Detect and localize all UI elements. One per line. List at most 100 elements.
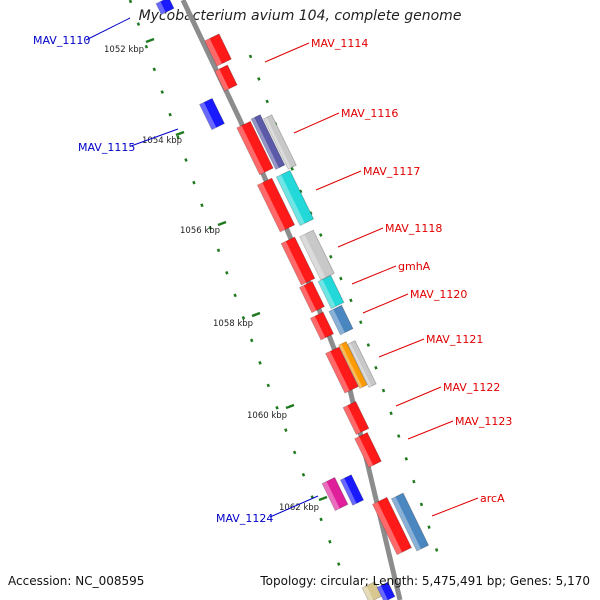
ruler-tick [285,403,295,410]
gene-block-arca[interactable] [372,496,412,556]
gene-block-arca-highlight [372,501,403,555]
gene-block-bottom-tan[interactable] [361,581,383,600]
gene-label-mav-1123[interactable]: MAV_1123 [455,415,512,428]
leader-line-arca [431,497,479,517]
leader-line-mav-1118 [337,227,384,248]
gene-label-mav-1124[interactable]: MAV_1124 [216,512,273,525]
gene-block-mav-1115[interactable] [199,97,225,131]
gene-block-mav-1120-steel-body [328,304,354,336]
gene-label-arca[interactable]: arcA [480,492,505,505]
gene-block-mav-1118-grey-body [299,229,335,281]
gene-block-mav-1116-grey-body [263,114,297,170]
gene-block-mav-1116-domain-highlight [251,117,279,170]
gene-block-mav-1118-grey[interactable] [299,229,335,281]
gene-block-mav-1121-grey-body [347,340,377,388]
gene-block-gmha-cyan-highlight [318,279,336,309]
ruler-tick [175,130,185,137]
gene-block-mav-1124-blue-highlight [340,478,357,506]
gene-block-mav-1117-cyan-body [275,169,315,227]
gene-block-top-minus[interactable] [155,0,175,15]
leader-line-mav-1122 [395,386,442,407]
gene-block-mav-1116-grey[interactable] [263,114,297,170]
gene-block-mav-1116-highlight [236,125,265,175]
gene-block-mav-1116[interactable] [236,120,274,176]
leader-line-mav-1114 [264,42,310,63]
gene-block-mav-1124-highlight [322,481,340,511]
gene-block-mav-1116-body [236,120,274,176]
genome-title: Mycobacterium avium 104, complete genome [138,8,462,24]
gene-block-mav-1122[interactable] [342,400,370,436]
gene-block-mav-1114b-highlight [214,69,229,91]
gene-block-mav-1121-orange-body [338,341,368,389]
ruler-label: 1052 kbp [104,45,144,55]
gene-block-mav-1117[interactable] [256,177,296,233]
gene-label-mav-1116[interactable]: MAV_1116 [341,107,398,120]
gene-block-mav-1121[interactable] [325,346,359,394]
gene-label-mav-1115[interactable]: MAV_1115 [78,141,135,154]
gene-block-mav-1114b-body [214,64,238,92]
ruler-tick [145,37,155,44]
gene-block-mav-1118[interactable] [280,236,316,286]
ruler-label: 1058 kbp [213,319,253,329]
gene-block-mav-1120-highlight [310,316,326,340]
gene-block-mav-1121-orange[interactable] [338,341,368,389]
gene-label-mav-1122[interactable]: MAV_1122 [443,381,500,394]
genome-summary: Topology: circular; Length: 5,475,491 bp… [260,574,590,588]
gene-block-mav-1124-body [321,476,349,512]
gene-label-mav-1121[interactable]: MAV_1121 [426,333,483,346]
gene-block-mav-1116-domain[interactable] [250,114,286,170]
gene-block-mav-1118-body [280,236,316,286]
gene-block-mav-1120-steel-highlight [329,309,345,335]
gene-block-mav-1114a[interactable] [204,33,232,67]
gene-block-gmha-cyan[interactable] [317,274,345,310]
gene-block-mav-1123[interactable] [354,432,382,468]
gene-block-mav-1120[interactable] [309,311,335,341]
gene-block-mav-1114b[interactable] [214,64,238,92]
gene-block-mav-1114a-highlight [204,38,222,67]
gene-block-mav-1121-grey[interactable] [347,340,377,388]
ruler-tick [217,220,227,227]
gene-label-mav-1120[interactable]: MAV_1120 [410,288,467,301]
leader-line-mav-1120 [362,293,409,314]
gene-block-gmha[interactable] [299,280,325,314]
leader-line-mav-1124 [269,495,319,518]
ruler-label: 1054 kbp [142,136,182,146]
gene-block-mav-1118-grey-highlight [299,234,326,280]
gene-block-mav-1120-body [309,311,335,341]
gene-block-arca-steel-body [390,492,430,552]
gene-block-mav-1117-cyan-highlight [276,174,305,226]
gene-block-mav-1120-steel[interactable] [328,304,354,336]
gene-label-gmha[interactable]: gmhA [398,260,431,273]
gene-label-mav-1110[interactable]: MAV_1110 [33,34,90,47]
gene-block-mav-1116-grey-highlight [263,117,292,170]
gene-block-mav-1124-blue[interactable] [339,474,365,506]
gene-block-mav-1115-body [199,97,225,131]
gene-block-mav-1124-blue-body [339,474,365,506]
gene-block-mav-1121-grey-highlight [347,342,372,388]
gene-label-mav-1114[interactable]: MAV_1114 [311,37,368,50]
leader-line-mav-1110 [85,17,131,41]
gene-label-mav-1118[interactable]: MAV_1118 [385,222,442,235]
gene-block-mav-1117-body [256,177,296,233]
gene-block-mav-1124[interactable] [321,476,349,512]
gene-block-mav-1117-cyan[interactable] [275,169,315,227]
gene-block-gmha-body [299,280,325,314]
leader-line-mav-1117 [315,170,362,191]
leader-line-mav-1115 [130,128,179,147]
gene-label-mav-1117[interactable]: MAV_1117 [363,165,420,178]
gene-block-arca-steel[interactable] [390,492,430,552]
gene-block-arca-body [372,496,412,556]
gene-block-bottom-blue-highlight [377,585,388,600]
ruler-label: 1060 kbp [247,411,287,421]
gene-block-mav-1121-highlight [325,351,350,394]
leader-line-mav-1121 [378,338,425,358]
gene-block-bottom-blue[interactable] [376,581,396,600]
gene-block-mav-1123-highlight [354,436,374,468]
gene-block-top-minus-highlight [156,1,166,15]
gene-block-mav-1123-body [354,432,382,468]
gene-block-gmha-cyan-body [317,274,345,310]
leader-line-mav-1123 [407,420,454,440]
gene-block-arca-steel-highlight [391,496,421,551]
track-guide-0 [128,0,347,581]
